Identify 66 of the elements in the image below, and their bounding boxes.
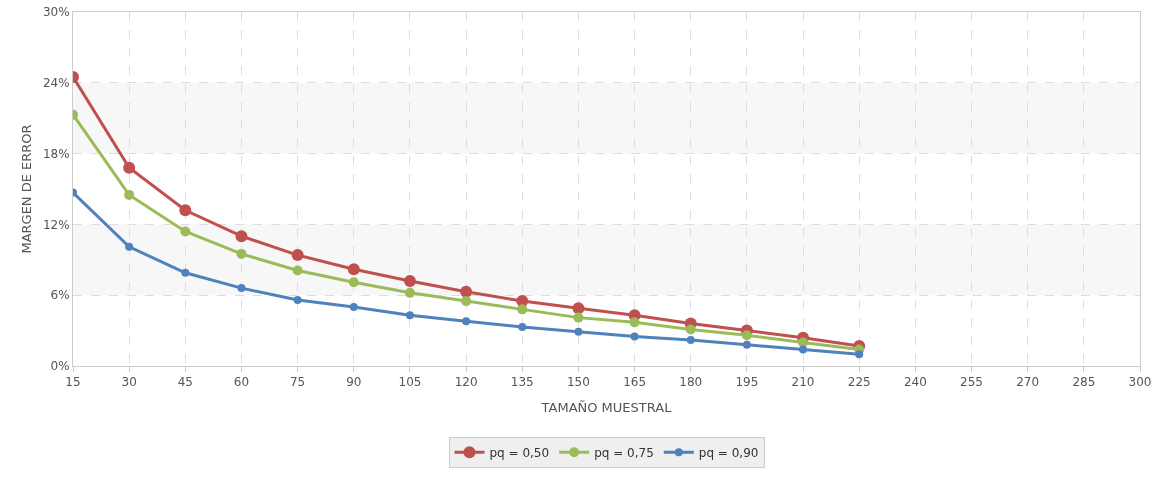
x-tick-label: 105 — [398, 375, 422, 390]
point — [125, 242, 134, 251]
x-tick-label: 120 — [454, 375, 478, 390]
point — [236, 248, 247, 259]
point — [349, 303, 358, 311]
x-axis-title: TAMAÑO MUESTRAL — [540, 400, 673, 415]
y-tick-label: 6% — [50, 288, 70, 303]
x-tick-label: 180 — [679, 375, 703, 390]
point — [235, 230, 248, 243]
y-tick-label: 18% — [42, 146, 70, 161]
point — [404, 287, 415, 298]
point — [518, 323, 527, 332]
legend-label: pq = 0,90 — [698, 445, 759, 460]
y-tick-label: 30% — [42, 5, 70, 20]
point — [403, 275, 416, 288]
x-tick-label: 255 — [960, 375, 983, 390]
x-tick-label: 75 — [289, 375, 306, 390]
point — [292, 265, 303, 276]
point — [462, 317, 471, 326]
x-tick-label: 240 — [903, 375, 927, 390]
point — [179, 204, 192, 217]
point — [741, 330, 752, 341]
point — [291, 249, 304, 262]
point — [180, 226, 191, 237]
x-tick-label: 195 — [735, 375, 759, 390]
x-tick-label: 285 — [1072, 375, 1096, 390]
x-tick-label: 150 — [566, 375, 590, 390]
x-tick-label: 45 — [177, 375, 193, 390]
legend-label: pq = 0,50 — [489, 445, 550, 460]
point — [348, 277, 359, 288]
point — [799, 345, 808, 354]
point — [855, 350, 864, 359]
point — [123, 161, 136, 174]
point — [293, 295, 302, 304]
point — [574, 327, 583, 336]
point — [686, 336, 695, 345]
point — [124, 189, 135, 200]
point — [405, 311, 414, 320]
legend-label: pq = 0,75 — [594, 445, 654, 460]
point — [347, 263, 360, 276]
x-tick-label: 225 — [847, 375, 871, 390]
y-tick-label: 12% — [42, 217, 70, 232]
point — [798, 337, 809, 348]
point — [742, 340, 751, 349]
x-tick-label: 30 — [121, 375, 137, 390]
point — [237, 284, 246, 293]
point — [517, 304, 528, 315]
x-tick-label: 300 — [1128, 375, 1152, 390]
point — [685, 324, 696, 335]
x-tick-label: 15 — [65, 375, 81, 390]
y-axis-title: MARGEN DE ERROR — [18, 124, 34, 254]
x-tick-label: 60 — [233, 375, 250, 390]
point — [572, 302, 585, 315]
point — [629, 317, 640, 328]
x-tick-label: 90 — [346, 375, 362, 390]
point — [573, 312, 584, 323]
point — [630, 332, 639, 341]
x-tick-label: 135 — [510, 375, 534, 390]
y-tick-label: 0% — [50, 359, 70, 374]
y-tick-label: 24% — [42, 76, 70, 90]
point — [460, 285, 473, 298]
point — [461, 296, 472, 307]
point — [181, 268, 190, 277]
x-tick-label: 165 — [623, 375, 647, 390]
x-tick-label: 210 — [791, 375, 815, 390]
x-tick-label: 270 — [1016, 375, 1040, 390]
